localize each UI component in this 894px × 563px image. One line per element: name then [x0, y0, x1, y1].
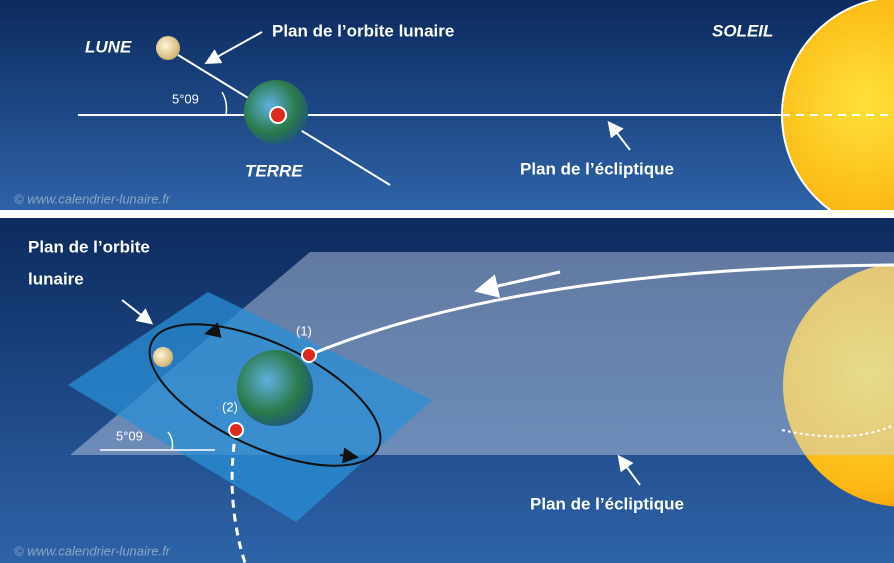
moon: [156, 36, 180, 60]
earth: [237, 350, 313, 426]
earth-marker: [270, 107, 286, 123]
ecliptic-label: Plan de l’écliptique: [520, 159, 674, 178]
moon: [153, 347, 173, 367]
earth-label: TERRE: [245, 161, 303, 180]
credit: © www.calendrier-lunaire.fr: [14, 543, 171, 558]
angle-label: 5°09: [172, 91, 199, 106]
ecliptic-label: Plan de l’écliptique: [530, 494, 684, 513]
angle-label: 5°09: [116, 428, 143, 443]
node-marker: [302, 348, 316, 362]
orbit-plane-label: lunaire: [28, 269, 84, 288]
node-marker: [229, 423, 243, 437]
node-label: (2): [222, 399, 238, 414]
credit: © www.calendrier-lunaire.fr: [14, 191, 171, 206]
orbit-plane-label: Plan de l’orbite lunaire: [272, 21, 454, 40]
sun-label: SOLEIL: [712, 21, 773, 40]
orbit-plane-label: Plan de l’orbite: [28, 237, 150, 256]
diagram: LUNE Plan de l’orbite lunaire SOLEIL 5°0…: [0, 0, 894, 563]
top-panel: LUNE Plan de l’orbite lunaire SOLEIL 5°0…: [0, 0, 894, 233]
moon-label: LUNE: [85, 37, 132, 56]
bottom-panel: Plan de l’orbite lunaire (1) (2) 5°09 Pl…: [0, 218, 894, 563]
node-label: (1): [296, 323, 312, 338]
